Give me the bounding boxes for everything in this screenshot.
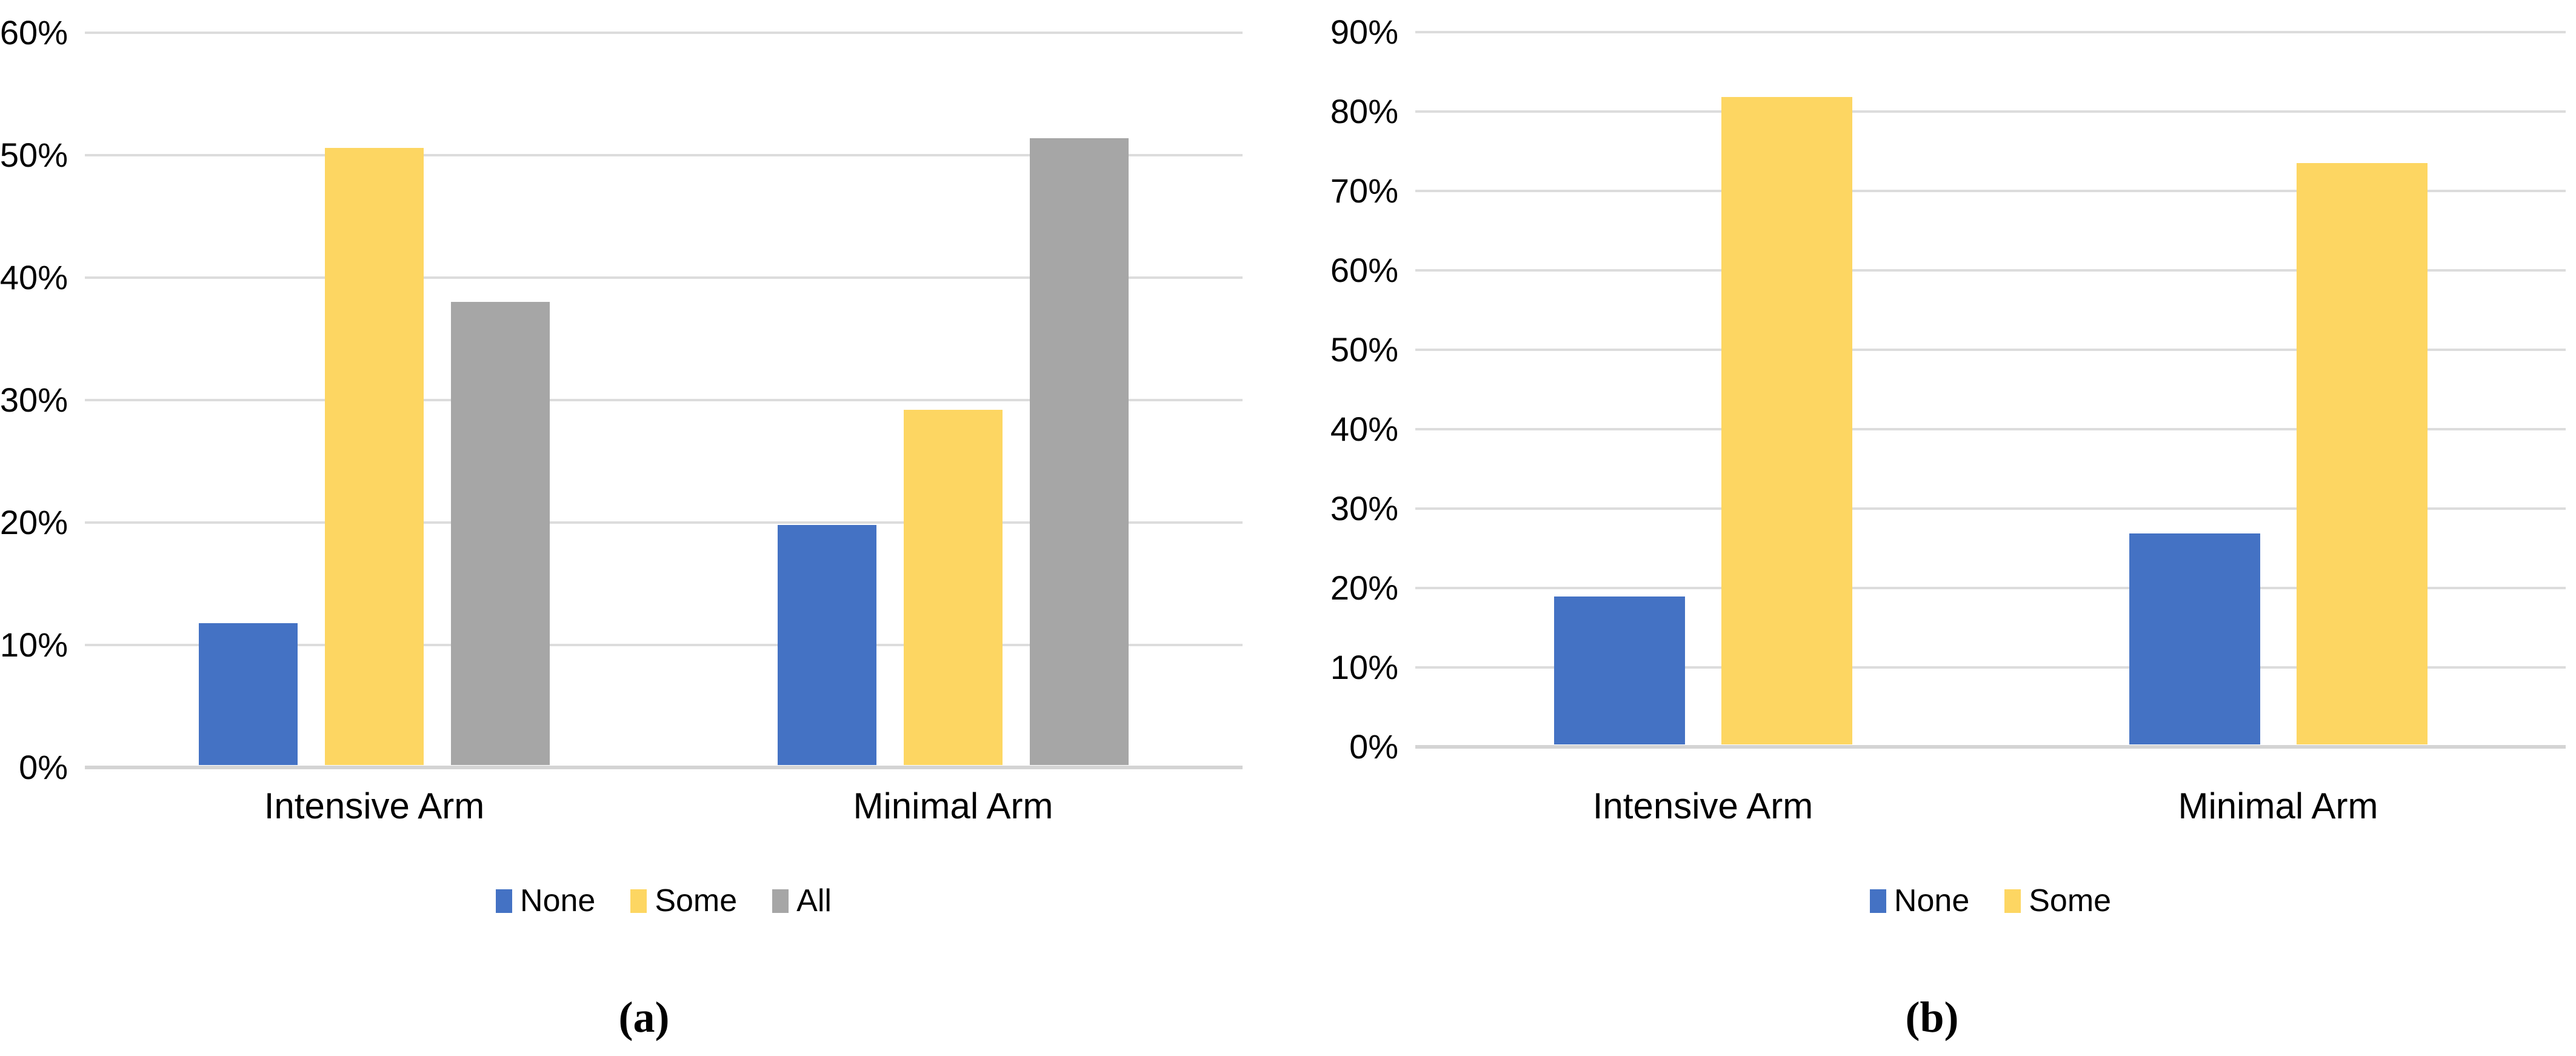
gridline bbox=[1415, 269, 2566, 272]
chart-b: (b) 0% 10% 20% 30% 40% 50% 60% 70% 80% 90% Intensi… bbox=[1288, 0, 2576, 1056]
y-axis-tick-label: 20% bbox=[1330, 569, 1398, 607]
y-axis-tick-label: 0% bbox=[1349, 727, 1398, 766]
category-label-minimal-arm: Minimal Arm bbox=[2178, 786, 2378, 826]
gridline bbox=[85, 154, 1243, 156]
bar-some-intensive-arm bbox=[325, 148, 424, 765]
legend-swatch-none bbox=[496, 889, 513, 913]
gridline bbox=[85, 644, 1243, 646]
gridline bbox=[85, 276, 1243, 279]
legend: None Some bbox=[1627, 884, 2354, 918]
legend-label: All bbox=[796, 883, 832, 918]
gridline bbox=[85, 399, 1243, 401]
chart-a: (a) 0% 10% 20% 30% 40% 50% 60% Intensive Arm Min… bbox=[0, 13, 1243, 1041]
y-axis-tick-label: 10% bbox=[1330, 648, 1398, 686]
legend-label: Some bbox=[2029, 883, 2112, 918]
gridline bbox=[1415, 110, 2566, 113]
legend-label: None bbox=[1894, 883, 1970, 918]
legend-item-all: All bbox=[772, 884, 832, 918]
gridline bbox=[85, 32, 1243, 34]
category-label-intensive-arm: Intensive Arm bbox=[264, 786, 485, 826]
bar-none-intensive-arm bbox=[199, 623, 298, 765]
bar-none-minimal-arm bbox=[778, 525, 876, 765]
gridline bbox=[1415, 507, 2566, 510]
y-axis-tick-label: 60% bbox=[0, 13, 68, 52]
bar-none-minimal-arm bbox=[2129, 533, 2260, 744]
gridline bbox=[1415, 31, 2566, 33]
y-axis-tick-label: 80% bbox=[1330, 92, 1398, 130]
legend-item-some: Some bbox=[630, 884, 737, 918]
gridline bbox=[1415, 349, 2566, 351]
bar-some-minimal-arm bbox=[904, 410, 1003, 765]
y-axis-tick-label: 70% bbox=[1330, 172, 1398, 210]
caption-a: (a) bbox=[618, 993, 670, 1041]
plot-area bbox=[1415, 31, 2566, 749]
bar-some-intensive-arm bbox=[1721, 97, 1852, 744]
bar-all-minimal-arm bbox=[1030, 138, 1129, 765]
legend-item-none: None bbox=[496, 884, 595, 918]
bar-none-intensive-arm bbox=[1554, 597, 1685, 744]
legend: None Some All bbox=[300, 884, 1027, 918]
bar-all-intensive-arm bbox=[451, 302, 550, 765]
legend-swatch-none bbox=[1869, 889, 1886, 913]
legend-swatch-some bbox=[2004, 889, 2021, 913]
category-label-intensive-arm: Intensive Arm bbox=[1592, 786, 1814, 826]
gridline bbox=[1415, 587, 2566, 589]
legend-item-some: Some bbox=[2004, 884, 2111, 918]
gridline bbox=[1415, 428, 2566, 430]
y-axis-tick-label: 30% bbox=[0, 381, 68, 419]
caption-b: (b) bbox=[1905, 993, 1959, 1041]
y-axis-tick-label: 40% bbox=[0, 258, 68, 296]
bar-some-minimal-arm bbox=[2297, 163, 2428, 744]
y-axis-tick-label: 60% bbox=[1330, 251, 1398, 289]
plot-area bbox=[85, 32, 1243, 769]
y-axis-tick-label: 50% bbox=[1330, 330, 1398, 369]
y-axis-tick-label: 10% bbox=[0, 626, 68, 664]
y-axis-tick-label: 0% bbox=[19, 748, 68, 786]
legend-swatch-some bbox=[630, 889, 647, 913]
y-axis-tick-label: 30% bbox=[1330, 489, 1398, 527]
x-axis-line bbox=[85, 766, 1243, 769]
y-axis-tick-label: 50% bbox=[0, 136, 68, 174]
legend-swatch-all bbox=[772, 889, 789, 913]
gridline bbox=[1415, 190, 2566, 192]
legend-label: None bbox=[520, 883, 596, 918]
legend-item-none: None bbox=[1869, 883, 1970, 918]
category-label-minimal-arm: Minimal Arm bbox=[853, 786, 1053, 826]
gridline bbox=[1415, 666, 2566, 669]
y-axis-tick-label: 90% bbox=[1330, 13, 1398, 51]
legend-label: Some bbox=[655, 883, 738, 918]
x-axis-line bbox=[1415, 745, 2566, 749]
y-axis-tick-label: 20% bbox=[0, 503, 68, 541]
y-axis-tick-label: 40% bbox=[1330, 410, 1398, 448]
gridline bbox=[85, 521, 1243, 524]
